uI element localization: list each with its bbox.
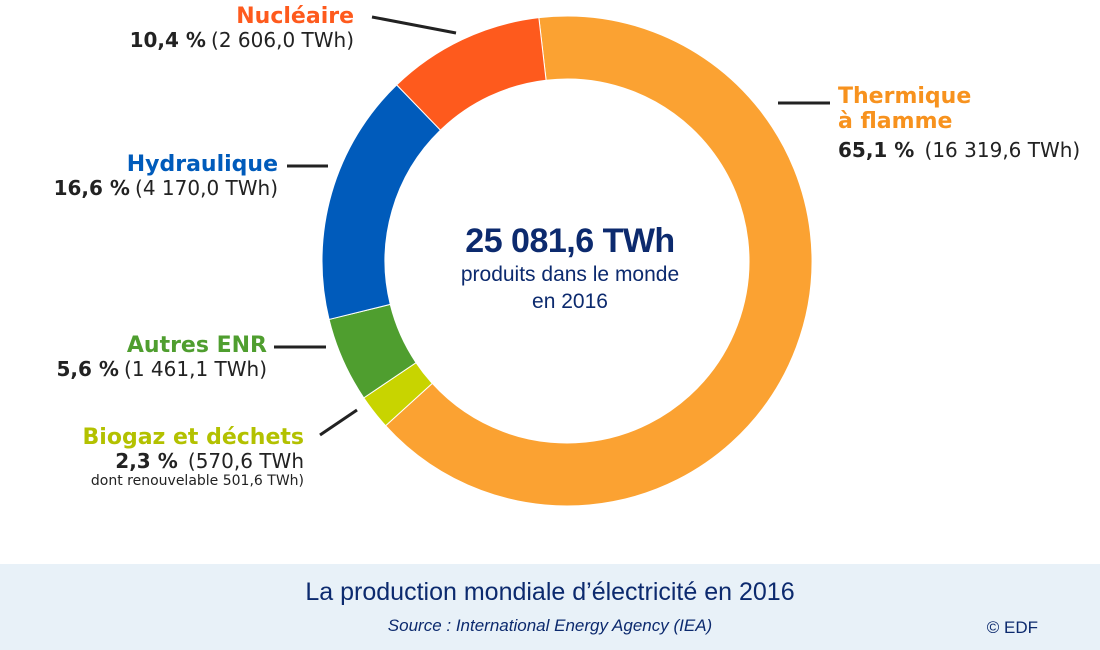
slice-name: Biogaz et déchets — [82, 425, 304, 450]
slice-percent: 16,6 % — [53, 176, 130, 201]
leader-line-biogaz — [319, 408, 358, 437]
slice-name: Autres ENR — [126, 333, 267, 358]
slice-value: (4 170,0 TWh) — [135, 176, 278, 201]
slice-value: (1 461,1 TWh) — [124, 357, 267, 382]
slice-name-line2: à flamme — [838, 109, 953, 135]
label-autres-enr: Autres ENR 5,6 % (1 461,1 TWh) — [57, 333, 268, 381]
donut-slice-nucleaire — [395, 17, 547, 131]
donut-slice-thermique-a-flamme — [384, 15, 813, 507]
slice-percent: 10,4 % — [129, 28, 206, 53]
slice-name: Nucléaire — [236, 4, 354, 29]
slice-percent: 65,1 % — [838, 137, 915, 162]
slice-value: (2 606,0 TWh) — [211, 28, 354, 53]
label-biogaz: Biogaz et déchets 2,3 % (570,6 TWh dont … — [83, 425, 304, 489]
slice-name: Hydraulique — [126, 152, 278, 177]
label-nucleaire: Nucléaire 10,4 % (2 606,0 TWh) — [130, 4, 354, 52]
slice-percent: 2,3 % — [115, 449, 178, 474]
donut-center-text: 25 081,6 TWh produits dans le monde en 2… — [400, 222, 740, 316]
label-thermique: Thermique à flamme 65,1 % (16 319,6 TWh) — [838, 84, 1080, 162]
donut-chart — [274, 15, 830, 507]
caption-source: Source : International Energy Agency (IE… — [387, 616, 713, 635]
label-hydraulique: Hydraulique 16,6 % (4 170,0 TWh) — [54, 152, 278, 200]
center-subtitle-line1: produits dans le monde — [460, 263, 680, 286]
slice-note: dont renouvelable 501,6 TWh) — [90, 473, 304, 490]
slice-percent: 5,6 % — [56, 357, 119, 382]
slice-name-line1: Thermique — [838, 84, 972, 109]
copyright: © EDF — [986, 618, 1038, 637]
slice-value: (570,6 TWh — [187, 449, 304, 474]
slice-value: (16 319,6 TWh) — [924, 137, 1081, 162]
leader-line-nucleaire — [371, 15, 457, 35]
caption-banner: La production mondiale d’électricité en … — [0, 564, 1100, 650]
caption-title: La production mondiale d’électricité en … — [305, 578, 795, 606]
total-value: 25 081,6 TWh — [465, 222, 675, 260]
center-subtitle-line2: en 2016 — [532, 290, 608, 314]
